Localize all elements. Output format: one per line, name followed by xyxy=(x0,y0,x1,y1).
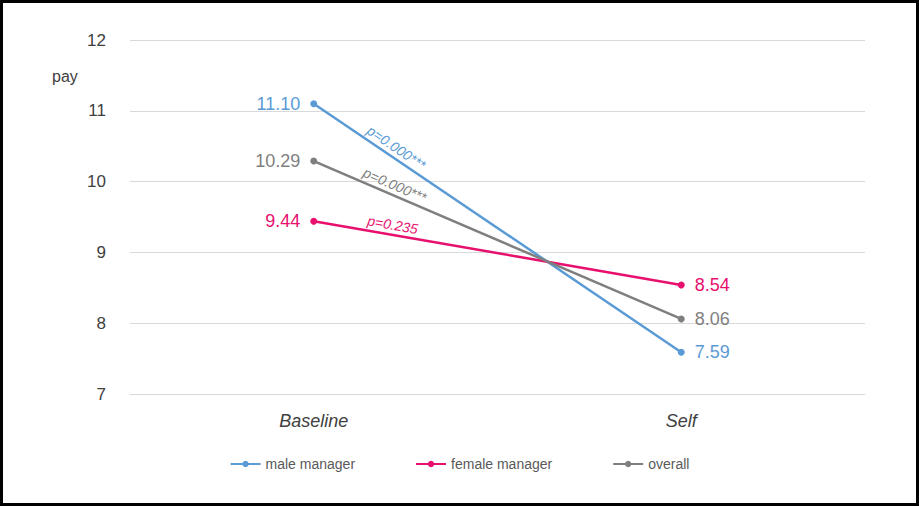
svg-text:8: 8 xyxy=(97,314,106,333)
svg-text:7.59: 7.59 xyxy=(695,342,730,362)
svg-text:overall: overall xyxy=(648,456,689,472)
svg-text:11: 11 xyxy=(88,101,106,120)
svg-text:9.44: 9.44 xyxy=(265,211,300,231)
svg-text:p=0.000***: p=0.000*** xyxy=(363,122,429,174)
svg-text:pay: pay xyxy=(52,68,78,85)
svg-text:Self: Self xyxy=(666,411,699,431)
svg-text:female manager: female manager xyxy=(451,456,553,472)
svg-text:10.29: 10.29 xyxy=(255,151,300,171)
svg-text:Baseline: Baseline xyxy=(279,411,348,431)
svg-text:11.10: 11.10 xyxy=(257,94,301,114)
svg-text:8.54: 8.54 xyxy=(695,275,730,295)
svg-text:10: 10 xyxy=(87,172,106,191)
svg-text:8.06: 8.06 xyxy=(695,309,730,329)
svg-text:9: 9 xyxy=(97,243,106,262)
svg-text:12: 12 xyxy=(87,31,106,50)
svg-text:7: 7 xyxy=(97,385,106,404)
svg-text:p=0.000***: p=0.000*** xyxy=(360,164,429,206)
svg-text:p=0.235: p=0.235 xyxy=(365,212,419,237)
svg-text:male manager: male manager xyxy=(266,456,356,472)
